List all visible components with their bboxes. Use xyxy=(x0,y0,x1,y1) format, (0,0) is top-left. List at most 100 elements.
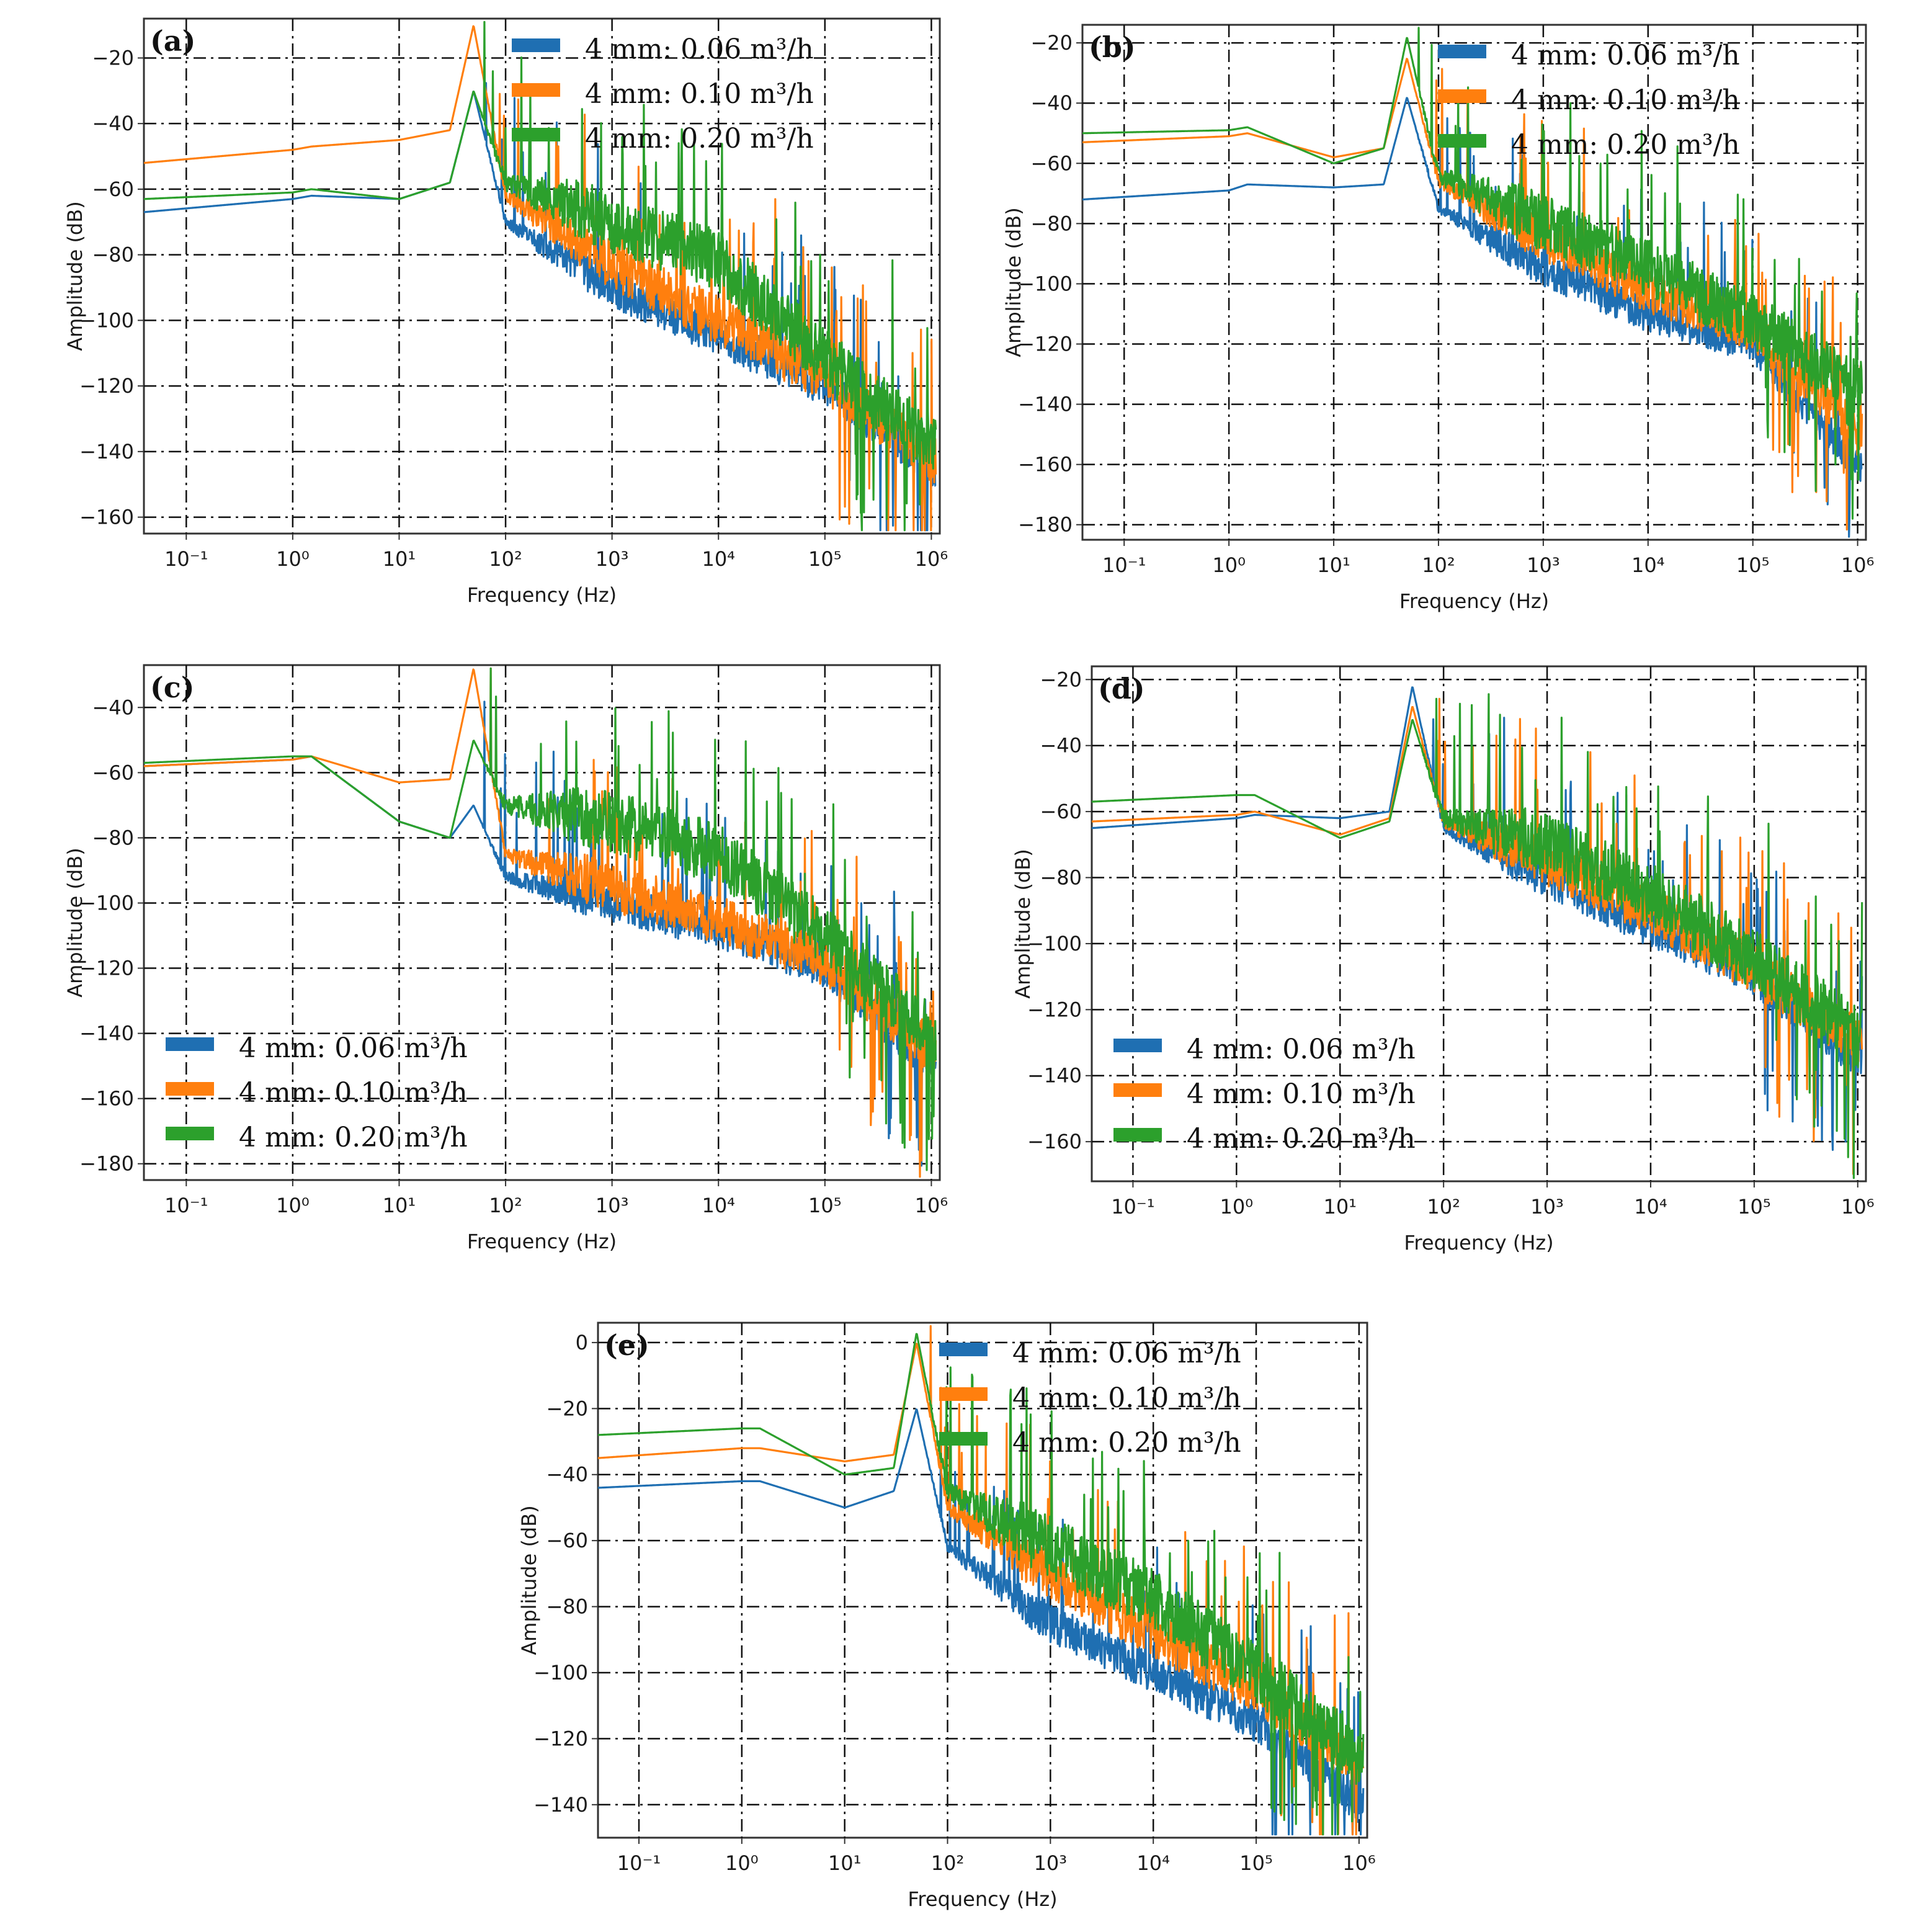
panel-a: 10⁻¹ 10⁰ 10¹ 10² 10³ 10⁴ 10⁵ 10⁶ −160 −140 −120 −10… xyxy=(63,17,948,607)
legend: 4 mm: 0.06 m³/h 4 mm: 0.10 m³/h 4 mm: 0.20… xyxy=(166,1032,468,1153)
legend-swatch xyxy=(512,83,560,97)
y-tick-label: −20 xyxy=(92,46,134,69)
x-tick-label: 10² xyxy=(489,547,522,571)
y-tick-label: −140 xyxy=(533,1793,588,1817)
legend-label: 4 mm: 0.06 m³/h xyxy=(1511,40,1740,71)
x-tick-label: 10⁶ xyxy=(1841,1195,1875,1219)
x-tick-label: 10² xyxy=(489,1194,522,1217)
legend-label: 4 mm: 0.10 m³/h xyxy=(239,1077,468,1109)
x-tick-label: 10⁻¹ xyxy=(1102,553,1146,577)
legend-label: 4 mm: 0.20 m³/h xyxy=(1012,1427,1241,1459)
x-axis-label: Frequency (Hz) xyxy=(1399,589,1549,613)
y-tick-label: −180 xyxy=(1018,513,1073,537)
x-tick-label: 10¹ xyxy=(383,1194,416,1217)
series-006-line xyxy=(598,1404,1365,1836)
x-tick-label: 10⁴ xyxy=(1631,553,1665,577)
x-axis-label: Frequency (Hz) xyxy=(467,1230,617,1253)
y-tick-label: −60 xyxy=(92,761,134,784)
y-axis-label: Amplitude (dB) xyxy=(63,201,87,351)
legend-swatch xyxy=(939,1432,988,1446)
y-tick-label: −100 xyxy=(79,891,134,915)
y-tick-label: −100 xyxy=(533,1661,588,1684)
y-tick-label: −60 xyxy=(92,177,134,201)
legend: 4 mm: 0.06 m³/h 4 mm: 0.10 m³/h 4 mm: 0.20… xyxy=(939,1338,1241,1459)
x-tick-label: 10¹ xyxy=(1323,1195,1357,1219)
legend: 4 mm: 0.06 m³/h 4 mm: 0.10 m³/h 4 mm: 0.20… xyxy=(1113,1034,1416,1155)
y-tick-label: −160 xyxy=(79,1087,134,1111)
x-tick-label: 10³ xyxy=(1527,553,1560,577)
y-tick-label: −120 xyxy=(79,374,134,398)
series-010-line xyxy=(144,25,937,532)
x-tick-label: 10⁵ xyxy=(1239,1851,1273,1875)
x-tick-label: 10⁰ xyxy=(276,547,310,571)
y-axis-label: Amplitude (dB) xyxy=(1011,849,1035,998)
legend-swatch xyxy=(1113,1039,1162,1052)
y-tick-label: −180 xyxy=(79,1152,134,1176)
x-tick-label: 10⁴ xyxy=(702,1194,735,1217)
legend-swatch xyxy=(939,1343,988,1356)
x-tick-label: 10⁵ xyxy=(1736,553,1770,577)
y-tick-label: −40 xyxy=(546,1463,588,1487)
series-group xyxy=(144,20,937,532)
panel-label: (a) xyxy=(150,24,195,58)
y-tick-label: −160 xyxy=(1018,453,1073,476)
legend-swatch xyxy=(166,1037,214,1051)
y-tick-label: −140 xyxy=(1027,1064,1082,1088)
y-tick-label: −120 xyxy=(533,1727,588,1750)
series-020-line xyxy=(598,1333,1365,1836)
legend-label: 4 mm: 0.10 m³/h xyxy=(585,78,814,110)
y-tick-label: −40 xyxy=(1030,91,1073,115)
x-axis-label: Frequency (Hz) xyxy=(908,1887,1057,1911)
y-tick-label: −160 xyxy=(79,506,134,529)
x-tick-label: 10⁰ xyxy=(725,1851,759,1875)
y-tick-label: −140 xyxy=(79,440,134,463)
x-tick-label: 10⁴ xyxy=(702,547,735,571)
x-tick-label: 10⁰ xyxy=(1212,553,1246,577)
series-020-line xyxy=(144,667,937,1171)
legend-label: 4 mm: 0.06 m³/h xyxy=(1187,1034,1416,1065)
legend-label: 4 mm: 0.10 m³/h xyxy=(1187,1078,1416,1110)
legend-label: 4 mm: 0.06 m³/h xyxy=(1012,1338,1241,1369)
y-tick-label: −80 xyxy=(1030,212,1073,235)
x-tick-label: 10² xyxy=(931,1851,965,1875)
panel-label: (e) xyxy=(604,1328,649,1362)
legend-swatch xyxy=(166,1127,214,1140)
y-tick-label: −80 xyxy=(546,1595,588,1619)
x-tick-label: 10² xyxy=(1427,1195,1460,1219)
x-tick-label: 10³ xyxy=(596,547,629,571)
x-tick-label: 10⁵ xyxy=(808,547,842,571)
plot-frame xyxy=(1091,665,1867,1183)
y-tick-label: −60 xyxy=(1040,800,1082,823)
y-tick-label: −20 xyxy=(546,1397,588,1420)
x-tick-label: 10³ xyxy=(1530,1195,1564,1219)
y-tick-label: −80 xyxy=(92,243,134,267)
x-axis-label: Frequency (Hz) xyxy=(1404,1231,1553,1254)
y-tick-label: −140 xyxy=(79,1022,134,1045)
legend-label: 4 mm: 0.20 m³/h xyxy=(1511,129,1740,161)
y-tick-label: −100 xyxy=(1027,932,1082,955)
panel-e: 10⁻¹ 10⁰ 10¹ 10² 10³ 10⁴ 10⁵ 10⁶ −140 −120 −100 −80… xyxy=(517,1322,1376,1911)
plot-frame xyxy=(143,17,941,535)
legend-swatch xyxy=(512,128,560,141)
legend-swatch xyxy=(1438,45,1486,58)
series-020-line xyxy=(1082,27,1863,520)
x-tick-label: 10³ xyxy=(596,1194,629,1217)
legend-swatch xyxy=(1438,89,1486,103)
legend-swatch xyxy=(1438,134,1486,148)
panel-d: 10⁻¹ 10⁰ 10¹ 10² 10³ 10⁴ 10⁵ 10⁶ −160 −140 −120 −10… xyxy=(1011,665,1875,1254)
y-tick-label: 0 xyxy=(576,1331,588,1354)
x-tick-label: 10⁻¹ xyxy=(164,547,208,571)
x-tick-label: 10⁶ xyxy=(915,547,948,571)
legend: 4 mm: 0.06 m³/h 4 mm: 0.10 m³/h 4 mm: 0.20… xyxy=(1438,40,1740,161)
legend-swatch xyxy=(166,1082,214,1096)
y-tick-label: −140 xyxy=(1018,393,1073,416)
y-axis-label: Amplitude (dB) xyxy=(63,847,87,997)
panel-label: (c) xyxy=(150,671,195,704)
x-tick-label: 10⁴ xyxy=(1634,1195,1667,1219)
x-tick-label: 10⁶ xyxy=(1841,553,1875,577)
y-axis-label: Amplitude (dB) xyxy=(1002,207,1025,357)
panel-label: (b) xyxy=(1089,30,1136,64)
panel-b: 10⁻¹ 10⁰ 10¹ 10² 10³ 10⁴ 10⁵ 10⁶ −180 −160 −140 −12… xyxy=(1002,24,1875,613)
legend-swatch xyxy=(512,38,560,52)
